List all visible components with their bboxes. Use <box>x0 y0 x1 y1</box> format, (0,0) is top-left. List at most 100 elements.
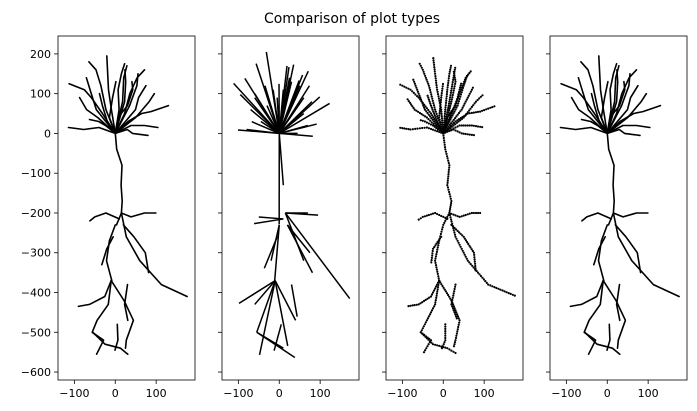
scatter-point <box>426 345 429 348</box>
branch-line <box>114 132 123 226</box>
scatter-point <box>430 341 433 344</box>
scatter-point <box>429 123 433 126</box>
scatter-point <box>450 89 453 92</box>
scatter-point <box>443 141 446 144</box>
scatter-point <box>449 96 452 99</box>
scatter-point <box>423 323 426 326</box>
scatter-point <box>468 212 471 215</box>
scatter-point <box>466 96 469 99</box>
scatter-point <box>447 159 450 162</box>
scatter-point <box>434 77 437 80</box>
scatter-point <box>440 128 443 131</box>
scatter-point <box>434 122 437 125</box>
scatter-point <box>441 119 444 122</box>
scatter-point <box>430 95 433 98</box>
branch-segment <box>278 105 293 134</box>
scatter-point <box>419 96 422 99</box>
scatter-point <box>414 127 417 130</box>
scatter-point <box>434 261 437 264</box>
scatter-point <box>424 74 427 77</box>
scatter-point <box>483 109 486 112</box>
scatter-point <box>432 61 435 64</box>
scatter-point <box>454 104 457 107</box>
scatter-point <box>427 315 430 318</box>
scatter-point <box>420 66 423 69</box>
scatter-point <box>440 94 443 97</box>
scatter-point <box>444 150 447 153</box>
scatter-point <box>438 279 441 282</box>
scatter-point <box>431 212 435 215</box>
scatter-point <box>436 130 439 133</box>
scatter-point <box>466 133 469 136</box>
scatter-point <box>411 128 414 131</box>
x-tick-label: −100 <box>59 387 89 400</box>
scatter-point <box>435 123 438 126</box>
scatter-point <box>449 91 452 94</box>
scatter-point <box>470 88 473 91</box>
branch-line <box>105 224 117 282</box>
scatter-point <box>434 108 437 111</box>
scatter-point <box>439 123 442 126</box>
scatter-point <box>462 116 465 119</box>
scatter-point <box>409 88 412 91</box>
scatter-point <box>430 106 433 109</box>
x-tick-label: 0 <box>440 387 447 400</box>
scatter-point <box>420 329 423 332</box>
scatter-point <box>421 68 424 71</box>
scatter-point <box>438 344 441 347</box>
scatter-point <box>436 270 439 273</box>
branch-line <box>615 283 621 322</box>
x-tick-label: 0 <box>112 387 119 400</box>
x-tick-label: 100 <box>638 387 659 400</box>
panel-1-data <box>67 55 188 355</box>
scatter-point <box>435 127 438 130</box>
scatter-point <box>479 125 482 128</box>
scatter-point <box>407 128 410 131</box>
scatter-point <box>413 108 416 111</box>
scatter-point <box>457 102 460 105</box>
scatter-point <box>399 126 402 129</box>
scatter-point <box>461 234 464 237</box>
scatter-point <box>431 249 434 253</box>
scatter-point <box>431 128 435 131</box>
scatter-point <box>433 114 436 117</box>
scatter-point <box>472 251 475 254</box>
branch-line <box>590 92 609 135</box>
scatter-point <box>456 97 459 100</box>
scatter-point <box>410 103 413 106</box>
scatter-point <box>454 214 457 217</box>
scatter-point <box>440 283 443 286</box>
scatter-point <box>448 193 451 196</box>
scatter-point <box>447 79 450 82</box>
branch-line <box>110 279 135 349</box>
scatter-point <box>441 121 444 124</box>
branch-segment <box>279 124 309 135</box>
scatter-point <box>447 81 450 84</box>
scatter-point <box>472 211 475 215</box>
branch-segment <box>266 105 280 134</box>
scatter-point <box>437 95 440 98</box>
branch-line <box>114 69 127 135</box>
scatter-point <box>453 226 456 229</box>
scatter-point <box>441 345 444 348</box>
scatter-point <box>469 90 472 93</box>
scatter-point <box>443 128 446 131</box>
scatter-point <box>452 128 455 131</box>
scatter-point <box>433 63 436 66</box>
scatter-point <box>469 263 472 266</box>
scatter-point <box>417 96 420 99</box>
x-tick-label: 100 <box>474 387 495 400</box>
scatter-point <box>407 305 410 308</box>
branch-segment <box>278 101 313 134</box>
scatter-point <box>434 211 437 215</box>
scatter-point <box>433 289 436 292</box>
branch-line <box>606 92 648 135</box>
scatter-point <box>458 131 461 134</box>
scatter-point <box>426 80 429 83</box>
scatter-point <box>452 229 455 232</box>
scatter-point <box>431 124 435 127</box>
scatter-point <box>445 93 448 96</box>
scatter-point <box>424 335 427 338</box>
scatter-point <box>440 230 443 233</box>
scatter-point <box>425 126 428 129</box>
